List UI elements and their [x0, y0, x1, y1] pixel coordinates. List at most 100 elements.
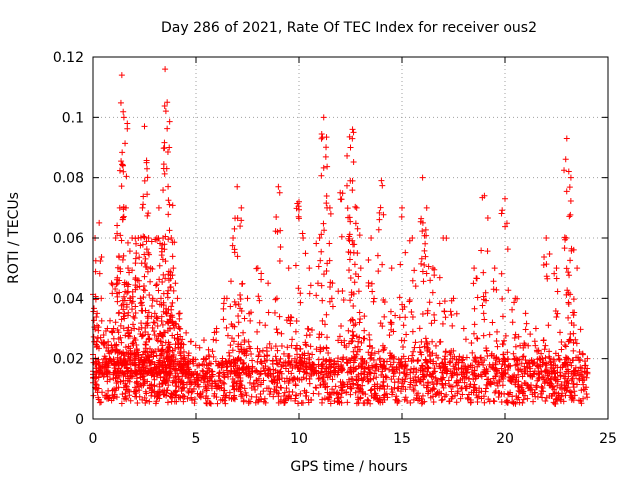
data-point [163, 165, 170, 172]
data-point [539, 394, 546, 401]
data-point [297, 290, 304, 297]
data-point [114, 293, 121, 300]
data-point [531, 338, 538, 345]
data-point [465, 366, 472, 373]
data-point [546, 355, 553, 362]
data-point [477, 354, 484, 361]
data-point [551, 357, 558, 364]
data-point [119, 297, 126, 304]
data-point [148, 313, 155, 320]
data-point [144, 322, 151, 329]
data-point [224, 332, 231, 339]
data-point [169, 299, 176, 306]
data-point [165, 211, 172, 218]
data-point [485, 396, 492, 403]
data-point [377, 204, 384, 211]
y-tick-label: 0.06 [53, 231, 84, 247]
data-point [105, 360, 112, 367]
data-point [439, 359, 446, 366]
data-point [92, 268, 99, 275]
data-point [540, 388, 547, 395]
data-point [123, 304, 130, 311]
data-point [283, 363, 290, 370]
data-point [229, 242, 236, 249]
data-point [117, 334, 124, 341]
data-point [166, 227, 173, 234]
data-point [168, 303, 175, 310]
data-point [324, 163, 331, 170]
data-point [226, 389, 233, 396]
data-point [118, 158, 125, 165]
data-point [561, 167, 568, 174]
data-point [118, 339, 125, 346]
data-point [459, 356, 466, 363]
data-point [318, 331, 325, 338]
data-point [158, 350, 165, 357]
data-point [120, 306, 127, 313]
data-point [336, 333, 343, 340]
data-point [237, 223, 244, 230]
data-point [129, 370, 136, 377]
data-point [192, 342, 199, 349]
data-point [565, 269, 572, 276]
data-point [345, 267, 352, 274]
data-point [443, 367, 450, 374]
data-point [303, 342, 310, 349]
data-point [349, 316, 356, 323]
data-point [450, 295, 457, 302]
data-point [541, 253, 548, 260]
data-point [441, 308, 448, 315]
data-point [212, 358, 219, 365]
data-point [324, 334, 331, 341]
data-point [189, 397, 196, 404]
data-point [182, 361, 189, 368]
data-point [325, 350, 332, 357]
data-point [171, 389, 178, 396]
data-point [277, 355, 284, 362]
data-point [265, 309, 272, 316]
data-point [112, 285, 119, 292]
data-point [504, 246, 511, 253]
data-point [478, 395, 485, 402]
data-point [151, 319, 158, 326]
data-point [525, 359, 532, 366]
data-point [423, 232, 430, 239]
data-point [93, 338, 100, 345]
data-point [346, 133, 353, 140]
data-point [459, 375, 466, 382]
data-point [218, 364, 225, 371]
data-point [442, 363, 449, 370]
data-point [479, 302, 486, 309]
data-point [138, 382, 145, 389]
data-point [285, 359, 292, 366]
data-point [158, 301, 165, 308]
data-point [421, 261, 428, 268]
data-point [300, 374, 307, 381]
data-point [110, 335, 117, 342]
data-point [318, 135, 325, 142]
data-point [396, 294, 403, 301]
data-point [164, 125, 171, 132]
data-point [114, 280, 121, 287]
data-point [229, 375, 236, 382]
data-point [297, 299, 304, 306]
data-point [220, 305, 227, 312]
data-point [428, 320, 435, 327]
data-point [162, 233, 169, 240]
data-point [169, 332, 176, 339]
data-point [348, 355, 355, 362]
data-point [318, 231, 325, 238]
data-point [522, 326, 529, 333]
data-point [148, 381, 155, 388]
data-point [380, 379, 387, 386]
data-point [313, 292, 320, 299]
data-point [514, 362, 521, 369]
data-point [168, 235, 175, 241]
data-point [417, 349, 424, 356]
data-point [124, 120, 131, 127]
data-point [563, 188, 570, 195]
data-point [350, 129, 357, 136]
data-point [570, 330, 577, 337]
data-point [254, 345, 261, 352]
data-point [345, 248, 352, 255]
